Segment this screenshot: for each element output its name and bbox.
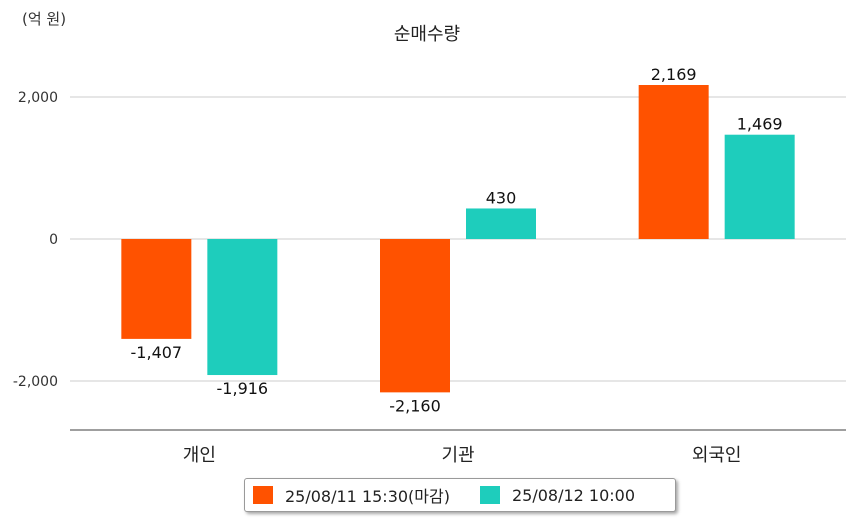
bar xyxy=(724,134,795,239)
legend-item-series-2[interactable]: 25/08/12 10:00 xyxy=(479,485,636,505)
x-tick-label: 기관 xyxy=(441,445,474,466)
data-label: -1,916 xyxy=(217,379,269,398)
y-tick-label: 0 xyxy=(49,232,58,248)
data-label: 2,169 xyxy=(651,65,697,84)
bar xyxy=(207,239,278,376)
legend-item-series-1[interactable]: 25/08/11 15:30(마감) xyxy=(253,483,450,507)
data-label: -2,160 xyxy=(389,396,441,415)
bar xyxy=(121,239,192,339)
legend-label-series-2: 25/08/12 10:00 xyxy=(511,485,636,505)
x-tick-label: 개인 xyxy=(183,445,216,466)
chart-title: 순매수량 xyxy=(393,24,461,45)
legend: 25/08/11 15:30(마감) 25/08/12 10:00 xyxy=(244,478,676,512)
data-label: 430 xyxy=(486,188,517,207)
bar xyxy=(466,208,536,239)
data-label: -1,407 xyxy=(131,343,183,362)
legend-swatch-series-1 xyxy=(253,486,273,504)
bar xyxy=(638,85,709,239)
y-tick-label: 2,000 xyxy=(18,90,58,106)
legend-swatch-series-2 xyxy=(479,486,500,504)
data-label: 1,469 xyxy=(737,115,783,134)
legend-label-series-1: 25/08/11 15:30(마감) xyxy=(285,487,450,506)
x-tick-label: 외국인 xyxy=(692,445,742,466)
bar xyxy=(380,239,450,393)
unit-label: (억 원) xyxy=(22,10,67,28)
y-tick-label: -2,000 xyxy=(13,374,58,390)
